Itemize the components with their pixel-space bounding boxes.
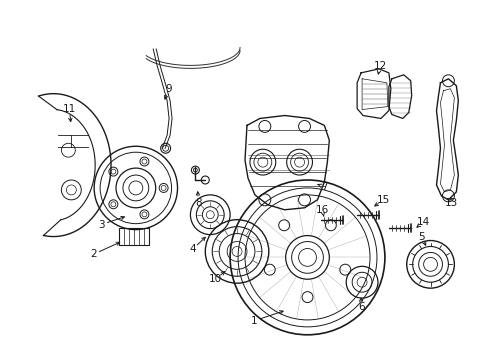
Text: 5: 5	[417, 231, 424, 242]
Text: 16: 16	[315, 205, 328, 215]
Text: 14: 14	[416, 217, 429, 227]
Text: 9: 9	[165, 84, 172, 94]
Text: 7: 7	[321, 182, 327, 192]
Text: 13: 13	[444, 198, 457, 208]
Text: 2: 2	[90, 249, 96, 260]
Text: 15: 15	[377, 195, 390, 205]
Text: 3: 3	[98, 220, 104, 230]
Text: 6: 6	[357, 302, 364, 312]
Text: 10: 10	[208, 274, 222, 284]
Text: 12: 12	[372, 61, 386, 71]
Text: 11: 11	[62, 104, 76, 113]
Text: 8: 8	[195, 198, 201, 208]
Text: 1: 1	[250, 316, 257, 326]
Text: 4: 4	[189, 244, 195, 255]
